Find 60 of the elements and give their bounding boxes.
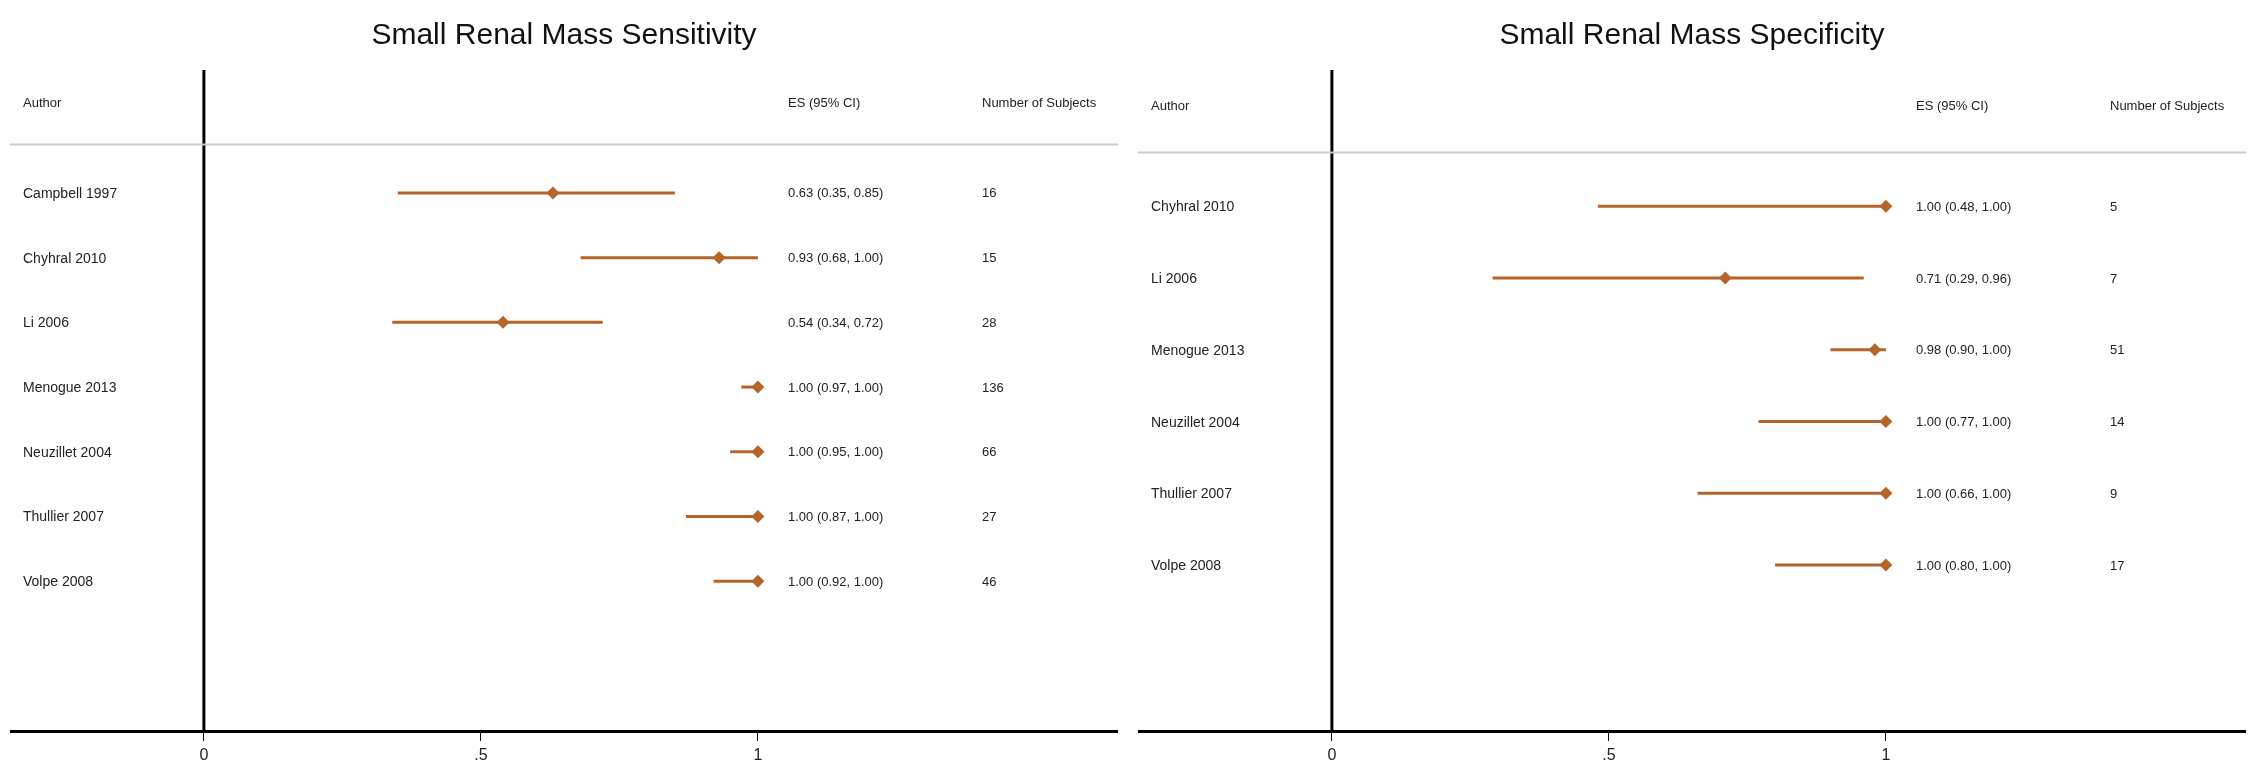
annotation: 0.63 (0.35, 0.85) [788, 185, 884, 200]
text: Number of Subjects [2110, 98, 2225, 113]
annotation: 1.00 (0.48, 1.00) [1916, 199, 2012, 214]
annotation: 1.00 (0.92, 1.00) [788, 574, 884, 589]
y-tick-label: Neuzillet 2004 [23, 444, 112, 460]
annotation: 9 [2110, 486, 2118, 501]
annotation: 66 [982, 444, 997, 459]
x-tick-label: 1 [1881, 746, 1891, 764]
annotation: 0.71 (0.29, 0.96) [1916, 271, 2012, 286]
annotation: 7 [2110, 271, 2118, 286]
chart-title: Small Renal Mass Specificity [1499, 17, 1885, 51]
point [751, 574, 765, 588]
annotation: 15 [982, 250, 997, 265]
annotation: 0.98 (0.90, 1.00) [1916, 342, 2012, 357]
x-tick-label: .5 [474, 746, 488, 764]
y-axis-title: Author [1151, 98, 1190, 113]
y-tick-label: Chyhral 2010 [1151, 198, 1235, 214]
x-tick-label: 0 [199, 746, 209, 764]
annotation: 1.00 (0.87, 1.00) [788, 509, 884, 524]
y-tick-label: Volpe 2008 [23, 573, 94, 589]
annotation: 1.00 (0.66, 1.00) [1916, 486, 2012, 501]
annotation: 1.00 (0.97, 1.00) [788, 380, 884, 395]
text: Number of Subjects [982, 95, 1097, 110]
annotation: 1.00 (0.95, 1.00) [788, 444, 884, 459]
annotation: 5 [2110, 199, 2118, 214]
annotation: 1.00 (0.80, 1.00) [1916, 558, 2012, 573]
annotation: 1.00 (0.77, 1.00) [1916, 414, 2012, 429]
point [751, 509, 765, 523]
annotation: 28 [982, 315, 997, 330]
annotation: 27 [982, 509, 997, 524]
x-tick-label: 0 [1327, 746, 1337, 764]
y-tick-label: Neuzillet 2004 [1151, 414, 1240, 430]
annotation: 0.54 (0.34, 0.72) [788, 315, 884, 330]
y-tick-label: Campbell 1997 [23, 185, 118, 201]
y-tick-label: Thullier 2007 [1151, 485, 1233, 501]
point [751, 380, 765, 394]
annotation: 16 [982, 185, 997, 200]
point [496, 315, 510, 329]
point [751, 445, 765, 459]
x-tick-label: 1 [753, 746, 763, 764]
y-axis-title: Author [23, 95, 62, 110]
y-tick-label: Menogue 2013 [23, 379, 117, 395]
y-tick-label: Volpe 2008 [1151, 557, 1222, 573]
text: ES (95% CI) [788, 95, 861, 110]
y-tick-label: Li 2006 [1151, 270, 1198, 286]
point [712, 251, 726, 265]
annotation: 136 [982, 380, 1004, 395]
text: ES (95% CI) [1916, 98, 1989, 113]
chart-title: Small Renal Mass Sensitivity [371, 17, 757, 51]
annotation: 17 [2110, 558, 2125, 573]
annotation: 14 [2110, 414, 2125, 429]
annotation: 0.93 (0.68, 1.00) [788, 250, 884, 265]
annotation: 51 [2110, 342, 2125, 357]
y-tick-label: Menogue 2013 [1151, 342, 1245, 358]
y-tick-label: Li 2006 [23, 314, 70, 330]
y-tick-label: Chyhral 2010 [23, 250, 107, 266]
y-tick-label: Thullier 2007 [23, 508, 105, 524]
point [546, 186, 560, 200]
annotation: 46 [982, 574, 997, 589]
x-tick-label: .5 [1602, 746, 1616, 764]
